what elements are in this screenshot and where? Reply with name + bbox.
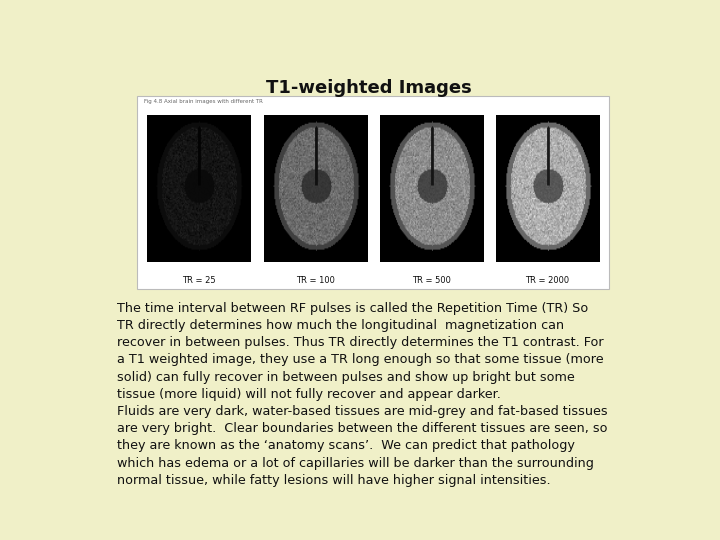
Text: TR = 2000: TR = 2000 (525, 275, 570, 285)
Text: TR = 100: TR = 100 (296, 275, 335, 285)
Text: The time interval between RF pulses is called the Repetition Time (TR) So
TR dir: The time interval between RF pulses is c… (117, 302, 608, 487)
Text: TR = 500: TR = 500 (412, 275, 451, 285)
Text: TR = 25: TR = 25 (182, 275, 216, 285)
Text: Fig 4.8 Axial brain images with different TR: Fig 4.8 Axial brain images with differen… (144, 99, 263, 104)
FancyBboxPatch shape (138, 96, 609, 289)
Text: T1-weighted Images: T1-weighted Images (266, 79, 472, 97)
